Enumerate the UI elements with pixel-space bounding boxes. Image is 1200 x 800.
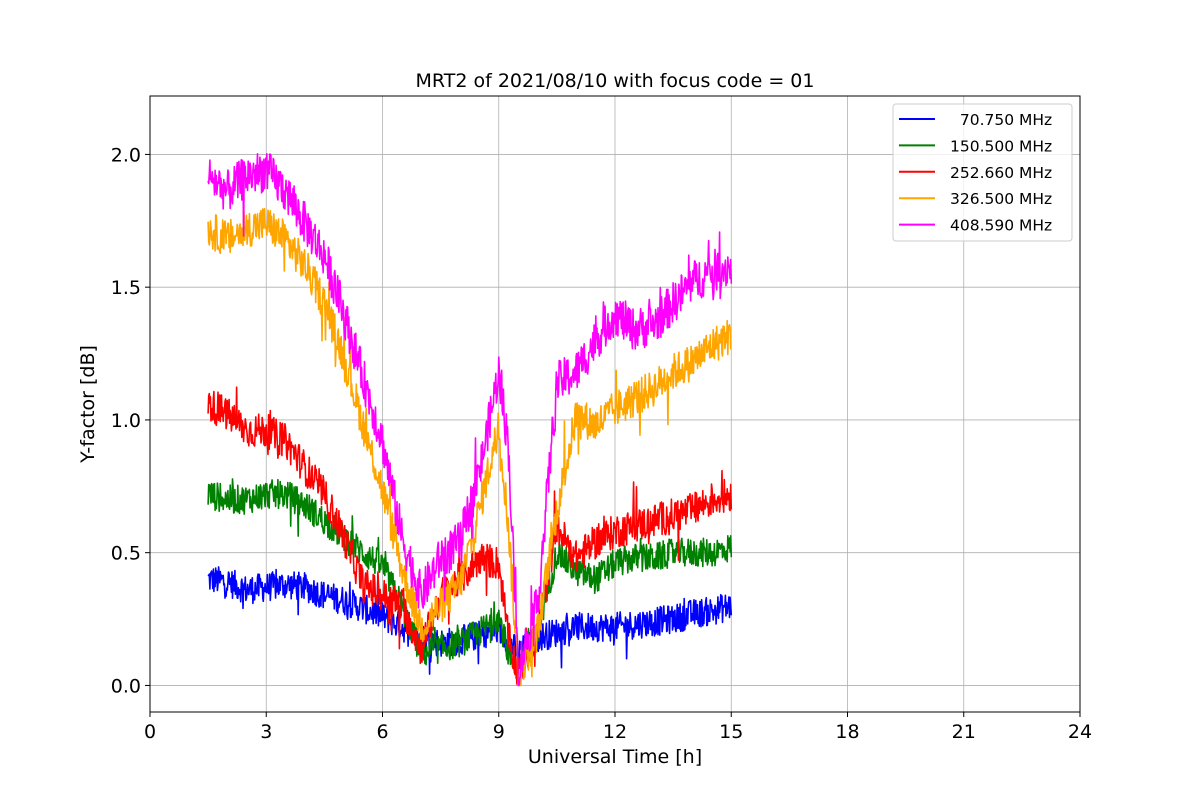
x-tick-label: 24	[1068, 721, 1092, 743]
y-tick-label: 1.5	[111, 277, 141, 299]
y-tick-label: 0.5	[111, 543, 141, 565]
x-tick-label: 9	[493, 721, 505, 743]
y-axis-label: Y-factor [dB]	[77, 345, 99, 464]
y-tick-label: 0.0	[111, 675, 141, 697]
x-axis-label: Universal Time [h]	[528, 746, 702, 768]
legend-box	[892, 103, 1073, 242]
y-tick-label: 1.0	[111, 410, 141, 432]
x-tick-label: 6	[376, 721, 388, 743]
x-tick-label: 12	[603, 721, 627, 743]
series-line	[207, 206, 732, 687]
series-line	[207, 153, 733, 687]
series-line	[207, 478, 733, 680]
legend-label: 150.500 MHz	[950, 137, 1052, 155]
series-line	[207, 386, 733, 687]
legend-label: 252.660 MHz	[950, 164, 1052, 182]
legend-label: 408.590 MHz	[950, 217, 1052, 235]
chart-title: MRT2 of 2021/08/10 with focus code = 01	[416, 70, 815, 92]
x-tick-label: 18	[835, 721, 859, 743]
series-group	[207, 153, 733, 687]
legend-label: 326.500 MHz	[950, 190, 1052, 208]
x-tick-label: 15	[719, 721, 743, 743]
x-tick-label: 21	[952, 721, 976, 743]
ticks: 0 3 6 9 12 15 18 21 24 0.0 0.5 1.0 1.5 2.0	[111, 144, 1092, 743]
x-tick-label: 3	[260, 721, 272, 743]
series-line	[207, 566, 733, 675]
y-tick-label: 2.0	[111, 144, 141, 166]
legend-label: 70.750 MHz	[950, 111, 1052, 129]
legend: 70.750 MHz 150.500 MHz 252.660 MHz 326.500 …	[892, 103, 1073, 242]
x-tick-label: 0	[144, 721, 156, 743]
